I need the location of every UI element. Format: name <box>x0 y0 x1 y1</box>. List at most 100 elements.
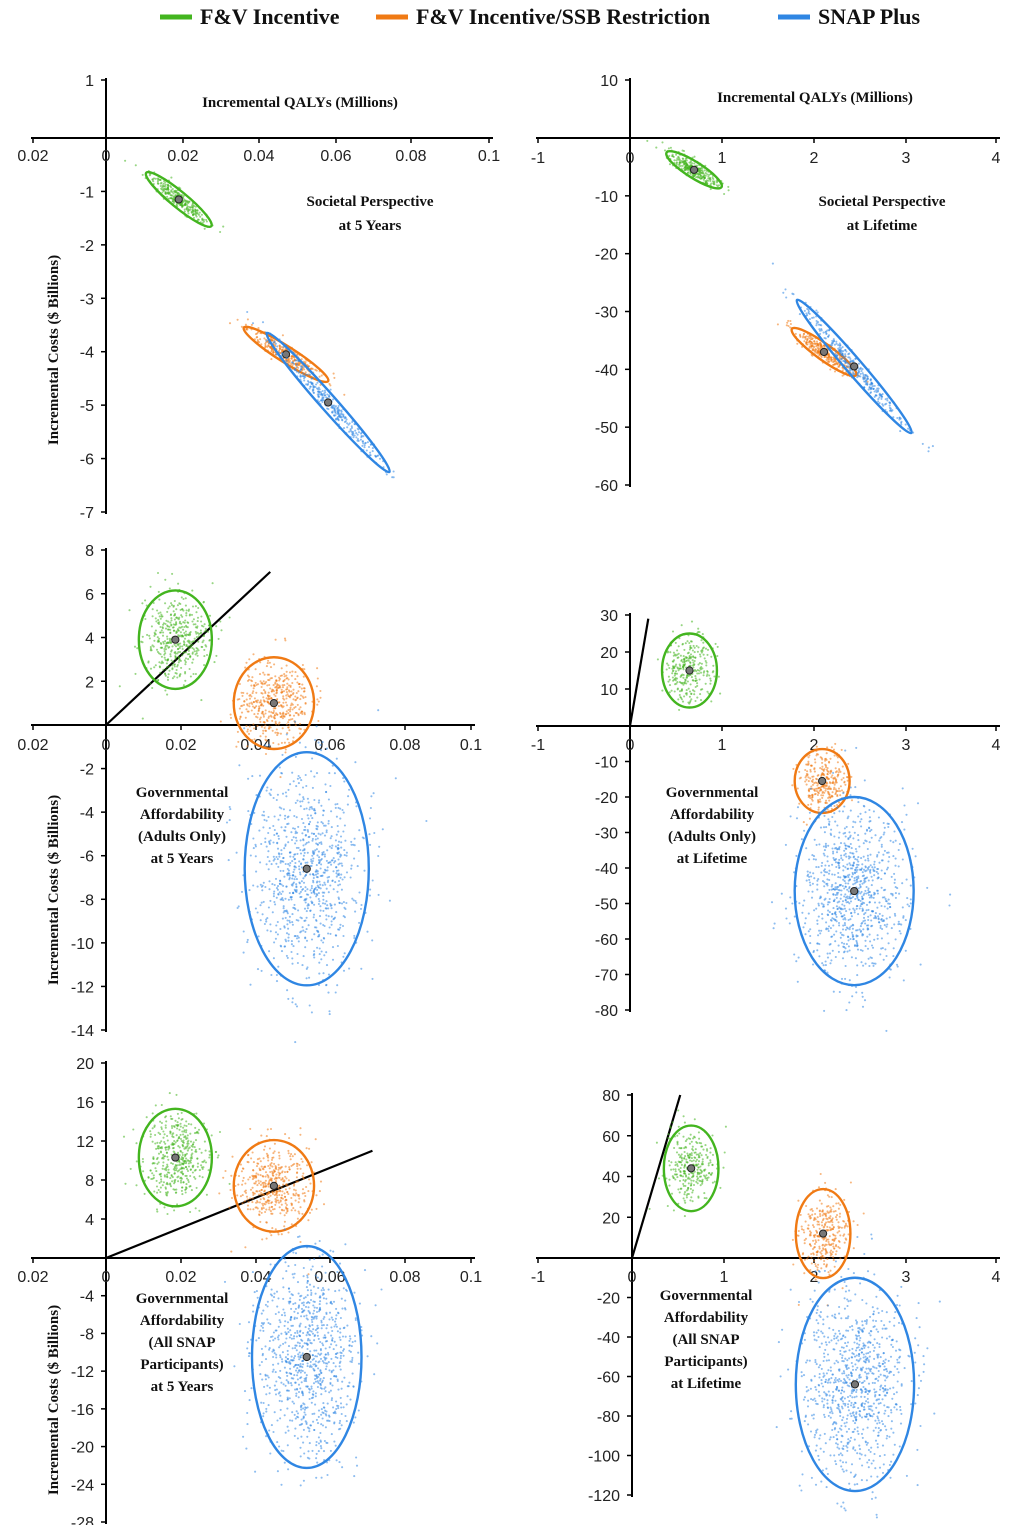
scatter-point <box>184 657 188 660</box>
scatter-point <box>812 872 815 875</box>
scatter-point <box>688 641 691 645</box>
scatter-point <box>843 842 846 845</box>
scatter-point <box>347 423 350 426</box>
scatter-point <box>824 864 827 867</box>
scatter-point <box>799 334 802 337</box>
scatter-point <box>315 929 319 932</box>
scatter-point <box>312 385 315 388</box>
scatter-point <box>316 854 319 857</box>
scatter-point <box>316 894 319 897</box>
scatter-point <box>875 870 878 873</box>
scatter-point <box>252 837 255 840</box>
scatter-point <box>884 948 887 951</box>
scatter-point <box>187 608 191 611</box>
scatter-point <box>325 984 328 987</box>
y-tick-label: -40 <box>595 861 618 878</box>
scatter-point <box>671 153 674 156</box>
scatter-point <box>312 857 315 860</box>
scatter-point <box>294 695 297 698</box>
scatter-point <box>895 963 899 966</box>
scatter-point <box>166 693 169 696</box>
scatter-point <box>179 608 182 611</box>
scatter-point <box>699 699 703 702</box>
scatter-point <box>676 656 679 659</box>
scatter-point <box>265 680 268 684</box>
scatter-point <box>680 698 683 701</box>
scatter-point <box>853 373 856 376</box>
scatter-point <box>889 968 892 971</box>
scatter-point <box>184 597 187 600</box>
scatter-point <box>305 977 308 980</box>
scatter-point <box>809 871 812 874</box>
scatter-point <box>146 633 149 636</box>
scatter-point <box>832 363 835 366</box>
scatter-point <box>866 854 869 857</box>
scatter-point <box>335 833 338 836</box>
scatter-point <box>287 695 290 698</box>
scatter-point <box>285 688 288 691</box>
scatter-point <box>697 627 700 630</box>
scatter-point <box>304 361 307 364</box>
scatter-point <box>291 957 294 960</box>
scatter-point <box>282 907 285 910</box>
scatter-point <box>298 722 302 725</box>
scatter-point <box>175 631 178 635</box>
scatter-point <box>851 933 854 936</box>
scatter-point <box>203 630 206 633</box>
scatter-point <box>784 843 787 846</box>
scatter-point <box>315 848 318 851</box>
scatter-point <box>279 944 282 947</box>
panel-top-left: 0.02 0 0.02 0.04 0.06 0.08 0.11-1-2-3-4-5-6-7I… <box>17 73 500 522</box>
scatter-point <box>688 648 691 651</box>
scatter-point <box>899 932 902 935</box>
scatter-point <box>673 159 676 162</box>
panel-middle-left: 0.02 0 0.02 0.04 0.06 0.08 0.18642-2-4-6-8-10-… <box>17 543 482 1044</box>
scatter-point <box>302 796 305 799</box>
y-tick-label: -4 <box>80 805 94 822</box>
scatter-point <box>185 633 188 636</box>
scatter-point <box>837 871 840 875</box>
scatter-point <box>326 866 329 869</box>
scatter-point <box>133 645 137 648</box>
scatter-point <box>281 792 285 795</box>
scatter-point <box>282 884 285 887</box>
scatter-point <box>833 873 836 876</box>
scatter-point <box>195 611 198 614</box>
scatter-point <box>177 655 180 658</box>
scatter-point <box>842 359 845 363</box>
scatter-point <box>259 680 262 683</box>
scatter-point <box>294 830 297 833</box>
scatter-point <box>847 939 850 942</box>
scatter-point <box>164 191 167 194</box>
scatter-point <box>845 350 848 353</box>
scatter-point <box>368 833 371 836</box>
series-snap-plus <box>225 709 428 1044</box>
scatter-point <box>167 192 170 196</box>
scatter-point <box>314 873 318 876</box>
scatter-point <box>295 711 298 715</box>
scatter-point <box>191 647 194 650</box>
scatter-point <box>857 801 860 804</box>
scatter-point <box>302 838 305 841</box>
scatter-point <box>288 809 292 812</box>
scatter-point <box>201 218 204 221</box>
scatter-point <box>264 841 267 844</box>
scatter-point <box>682 163 685 166</box>
scatter-point <box>249 679 253 682</box>
scatter-point <box>693 651 696 654</box>
scatter-point <box>168 625 171 628</box>
scatter-point <box>844 355 847 358</box>
scatter-point <box>919 963 922 966</box>
scatter-point <box>290 674 293 677</box>
scatter-point <box>304 376 307 379</box>
scatter-point <box>872 964 875 967</box>
scatter-point <box>840 857 843 860</box>
scatter-point <box>324 783 327 786</box>
scatter-point <box>158 665 161 668</box>
scatter-point <box>277 732 280 735</box>
scatter-point <box>305 928 308 931</box>
scatter-point <box>314 738 317 741</box>
scatter-point <box>669 146 672 149</box>
scatter-point <box>708 173 711 176</box>
scatter-point <box>868 816 871 819</box>
